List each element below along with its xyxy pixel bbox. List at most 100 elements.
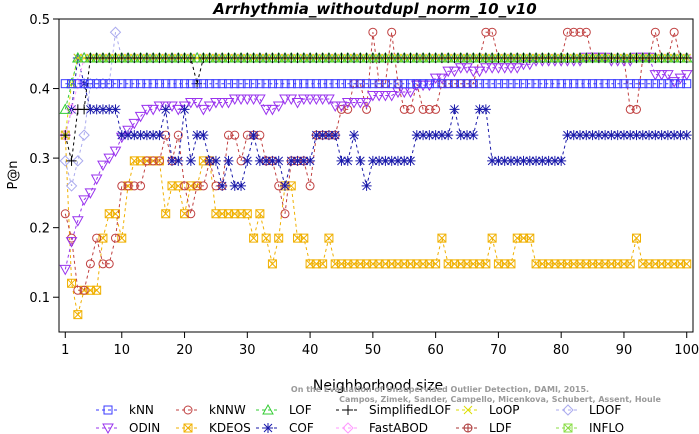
data-point-knnw bbox=[562, 27, 572, 37]
data-point-knn bbox=[311, 79, 321, 89]
data-point-cof bbox=[411, 130, 422, 141]
data-point-cof bbox=[681, 130, 692, 141]
data-point-knnw bbox=[280, 209, 290, 219]
data-point-odin bbox=[436, 73, 448, 85]
data-point-cof bbox=[487, 155, 498, 166]
legend-label: LOF bbox=[289, 403, 312, 417]
data-point-odin bbox=[505, 63, 517, 74]
data-point-cof bbox=[367, 155, 378, 166]
y-tick-label: 0.5 bbox=[29, 13, 50, 28]
data-point-knn bbox=[537, 79, 547, 89]
data-point-cof bbox=[474, 104, 485, 115]
data-point-cof bbox=[242, 155, 253, 166]
x-tick-label: 30 bbox=[239, 343, 256, 358]
data-point-odin bbox=[367, 91, 379, 102]
data-point-cof bbox=[562, 130, 573, 141]
data-point-knn bbox=[349, 79, 359, 89]
data-point-knnw bbox=[123, 181, 133, 191]
data-point-knnw bbox=[625, 104, 635, 114]
data-point-knn bbox=[493, 79, 503, 89]
data-point-knn bbox=[355, 79, 365, 89]
data-point-knn bbox=[374, 79, 384, 89]
data-point-knn bbox=[475, 79, 485, 89]
axes-layer: 1 10 20 30 40 50 60 70 80 90 100 0.1 0.2 0.3 0.4 0.5 bbox=[29, 13, 699, 358]
data-point-odin bbox=[141, 104, 153, 116]
data-point-knn bbox=[117, 79, 127, 89]
data-point-cof bbox=[254, 155, 265, 166]
data-point-cof bbox=[625, 130, 636, 141]
legend-marker bbox=[102, 423, 114, 434]
y-axis-label: P@n bbox=[6, 160, 21, 189]
data-point-loop bbox=[73, 53, 83, 63]
data-point-knnw bbox=[362, 104, 372, 114]
data-point-cof bbox=[292, 155, 303, 166]
data-point-kdeos bbox=[242, 209, 252, 219]
data-point-cof bbox=[392, 155, 403, 166]
data-point-knnw bbox=[67, 233, 77, 243]
x-tick-label: 90 bbox=[616, 343, 633, 358]
data-point-kdeos bbox=[487, 233, 497, 243]
data-point-knn bbox=[613, 79, 623, 89]
data-point-odin bbox=[373, 91, 385, 102]
data-point-knn bbox=[588, 79, 598, 89]
data-point-cof bbox=[631, 130, 642, 141]
data-point-knn bbox=[299, 79, 309, 89]
data-point-cof bbox=[455, 130, 466, 141]
legend-marker bbox=[262, 403, 274, 415]
data-point-knn bbox=[211, 79, 221, 89]
series-knn bbox=[60, 79, 692, 89]
data-point-odin bbox=[329, 101, 342, 112]
data-point-cof bbox=[204, 155, 215, 166]
data-point-knn bbox=[368, 79, 378, 89]
data-point-cof bbox=[217, 180, 228, 191]
data-point-odin bbox=[291, 97, 304, 109]
data-point-cof bbox=[662, 130, 673, 141]
data-point-cof bbox=[537, 155, 548, 166]
data-point-odin bbox=[191, 97, 203, 109]
data-point-knn bbox=[242, 79, 252, 89]
data-point-cof bbox=[267, 155, 278, 166]
data-point-knnw bbox=[406, 104, 416, 114]
data-point-cof bbox=[154, 130, 165, 141]
data-point-cof bbox=[424, 130, 435, 141]
data-point-knn bbox=[305, 79, 315, 89]
data-point-odin bbox=[354, 97, 367, 109]
data-point-cof bbox=[355, 155, 366, 166]
legend-label: ODIN bbox=[129, 421, 160, 434]
data-point-odin bbox=[323, 94, 335, 106]
data-point-odin bbox=[241, 94, 254, 106]
data-point-cof bbox=[644, 130, 655, 141]
data-point-cof bbox=[493, 155, 504, 166]
data-point-odin bbox=[316, 94, 329, 106]
data-point-knnw bbox=[230, 130, 240, 140]
data-point-kdeos bbox=[506, 259, 516, 269]
data-point-knn bbox=[619, 79, 629, 89]
data-point-cof bbox=[449, 104, 460, 115]
data-point-cof bbox=[543, 155, 554, 166]
data-point-odin bbox=[492, 63, 505, 74]
data-point-knn bbox=[267, 79, 277, 89]
data-point-loop bbox=[192, 53, 202, 63]
legend-marker bbox=[463, 423, 473, 433]
data-point-knn bbox=[186, 79, 196, 89]
data-point-knn bbox=[110, 79, 120, 89]
legend-marker bbox=[183, 405, 193, 415]
legend-label: KDEOS bbox=[209, 421, 251, 434]
legend-label: SimplifiedLOF bbox=[369, 403, 451, 417]
data-point-knnw bbox=[368, 27, 378, 37]
legend-item-knn: kNN bbox=[96, 403, 154, 417]
data-point-cof bbox=[229, 180, 240, 191]
data-point-knn bbox=[362, 79, 372, 89]
legend-item-knnw: kNNW bbox=[176, 403, 246, 417]
data-point-odin bbox=[649, 70, 662, 81]
data-point-odin bbox=[84, 188, 97, 199]
data-point-odin bbox=[498, 63, 511, 74]
data-point-knn bbox=[161, 79, 171, 89]
data-point-ldof bbox=[78, 129, 90, 141]
data-point-knn bbox=[104, 79, 114, 89]
data-point-odin bbox=[473, 66, 486, 78]
data-point-kdeos bbox=[255, 209, 265, 219]
data-point-knn bbox=[343, 79, 353, 89]
data-point-cof bbox=[116, 130, 127, 141]
